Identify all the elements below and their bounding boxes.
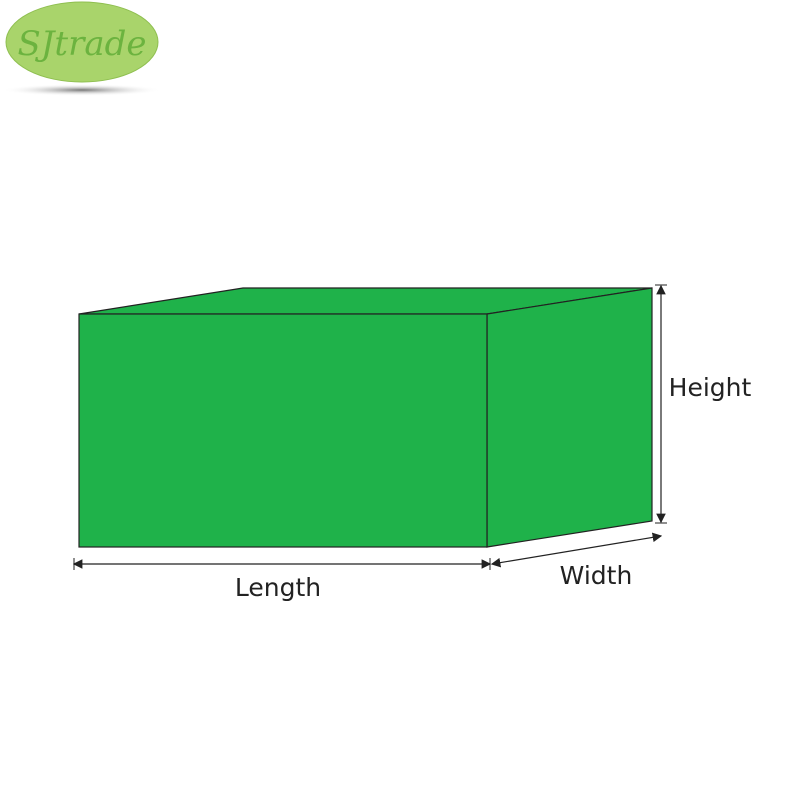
height-label: Height xyxy=(669,373,752,402)
logo-oval xyxy=(5,1,159,83)
width-label: Width xyxy=(560,561,633,590)
width-dimension-line xyxy=(490,532,663,568)
box-front-face xyxy=(78,313,488,548)
logo-shadow xyxy=(2,84,162,96)
box-side-face xyxy=(486,287,653,548)
logo: SJtrade xyxy=(2,1,162,96)
logo-text: SJtrade xyxy=(18,24,147,64)
length-label: Length xyxy=(235,573,321,602)
box xyxy=(78,287,653,548)
